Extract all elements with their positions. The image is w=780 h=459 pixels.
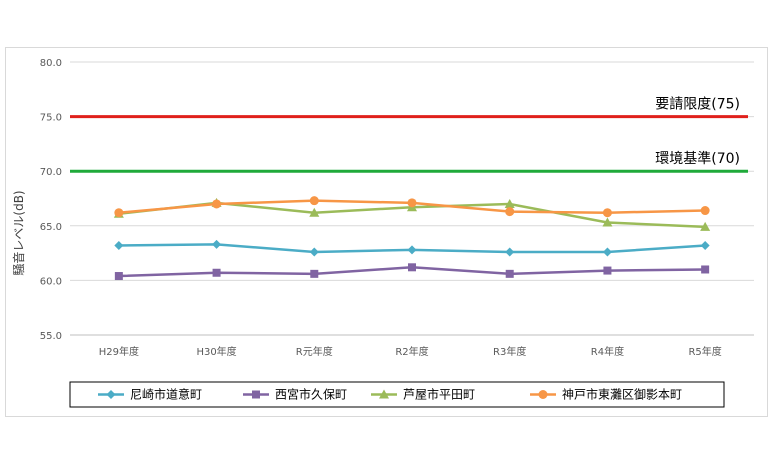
legend-label: 神戸市東灘区御影本町 — [562, 387, 682, 402]
y-tick-label: 65.0 — [40, 222, 62, 233]
data-point — [212, 239, 222, 249]
data-point — [700, 221, 711, 231]
legend-item: 神戸市東灘区御影本町 — [530, 387, 682, 402]
y-tick-label: 70.0 — [40, 167, 62, 178]
x-tick-label: H30年度 — [196, 345, 236, 358]
legend-marker — [379, 389, 389, 399]
data-point — [407, 198, 417, 208]
data-point — [505, 269, 514, 278]
reference-line-label: 要請限度(75) — [655, 97, 740, 113]
x-tick-label: H29年度 — [99, 345, 139, 358]
series — [114, 239, 710, 257]
data-point — [114, 240, 124, 250]
legend-marker — [538, 390, 548, 399]
data-point — [408, 263, 416, 272]
data-point — [309, 207, 320, 217]
x-tick-label: R4年度 — [591, 345, 624, 358]
legend-item: 西宮市久保町 — [243, 387, 347, 402]
reference-lines: 要請限度(75) 環境基準(70) — [70, 97, 748, 173]
series-group — [113, 196, 711, 281]
y-axis-label: 騒音レベル(dB) — [11, 190, 26, 275]
reference-line-label: 環境基準(70) — [655, 150, 740, 167]
x-tick-label: R2年度 — [395, 345, 428, 358]
data-point — [505, 247, 515, 257]
data-point — [602, 247, 612, 257]
y-tick-label: 55.0 — [40, 331, 62, 342]
x-axis-ticks: H29年度 H30年度 R元年度 R2年度 R3年度 R4年度 R5年度 — [70, 334, 754, 358]
y-axis-ticks: 55.0 60.0 65.0 70.0 75.0 80.0 — [40, 58, 62, 342]
series — [114, 263, 710, 281]
legend-marker — [106, 390, 116, 399]
data-point — [407, 245, 417, 255]
data-point — [505, 207, 515, 217]
legend-label: 西宮市久保町 — [275, 387, 347, 402]
legend-marker — [252, 390, 260, 399]
legend-label: 芦屋市平田町 — [403, 387, 475, 402]
data-point — [310, 269, 319, 278]
data-point — [309, 196, 319, 206]
data-point — [603, 266, 612, 275]
data-point — [504, 198, 515, 208]
data-point — [212, 199, 222, 209]
data-point — [700, 240, 710, 250]
y-tick-label: 75.0 — [40, 113, 62, 124]
legend: 尼崎市道意町 西宮市久保町 芦屋市平田町 神戸市東灘区御影本町 — [69, 381, 725, 408]
data-point — [309, 247, 319, 257]
x-tick-label: R5年度 — [688, 345, 721, 358]
data-point — [700, 206, 710, 216]
data-point — [701, 265, 710, 274]
x-tick-label: R元年度 — [296, 345, 333, 358]
data-point — [114, 272, 123, 281]
data-point — [602, 208, 612, 218]
chart-frame — [5, 47, 768, 417]
y-tick-label: 80.0 — [40, 58, 62, 69]
data-point — [602, 217, 613, 227]
y-tick-label: 60.0 — [40, 276, 62, 287]
legend-item: 尼崎市道意町 — [98, 387, 202, 402]
series — [114, 196, 710, 218]
legend-item: 芦屋市平田町 — [371, 387, 475, 402]
legend-label: 尼崎市道意町 — [130, 387, 202, 402]
data-point — [212, 268, 221, 277]
x-tick-label: R3年度 — [493, 345, 526, 358]
data-point — [114, 208, 124, 218]
